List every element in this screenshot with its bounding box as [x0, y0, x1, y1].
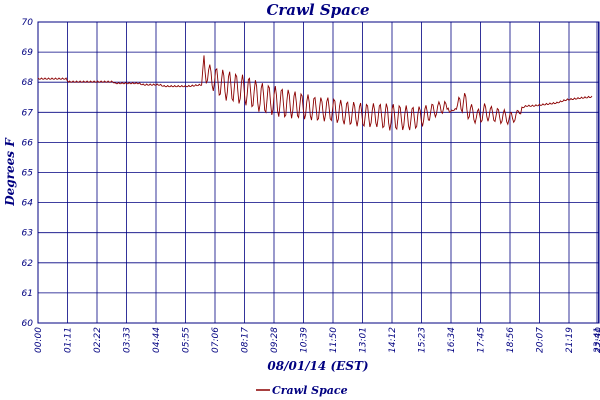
y-tick-labels: 60 61 62 63 64 65 66 67 68 69 70	[22, 18, 34, 329]
y-tick-label: 65	[22, 169, 34, 179]
x-tick-label: 13:01	[359, 327, 369, 353]
legend-label: Crawl Space	[272, 384, 348, 397]
x-tick-labels: 00:00 01:11 02:22 03:33 04:44 05:55 07:06 08:17…	[34, 327, 600, 353]
x-tick-label: 23:41	[593, 327, 600, 353]
x-tick-label: 01:11	[64, 327, 74, 353]
y-tick-label: 64	[22, 199, 34, 209]
y-tick-label: 66	[22, 138, 34, 148]
y-tick-label: 68	[22, 78, 34, 88]
plot-frame	[37, 21, 600, 324]
x-tick-label: 05:55	[182, 327, 192, 353]
x-tick-label: 00:00	[34, 327, 44, 353]
y-tick-label: 67	[22, 108, 34, 118]
x-tick-label: 04:44	[152, 327, 162, 353]
x-tick-label: 11:50	[329, 327, 339, 353]
x-tick-label: 18:56	[506, 327, 516, 353]
x-tick-label: 15:23	[418, 327, 428, 353]
y-tick-label: 69	[22, 48, 34, 58]
x-tick-label: 08:17	[241, 327, 251, 353]
y-tick-label: 63	[22, 229, 34, 239]
y-tick-label: 60	[22, 319, 34, 329]
x-tick-label: 17:45	[477, 327, 487, 353]
y-tick-label: 70	[22, 18, 34, 28]
x-tick-label: 21:19	[565, 327, 575, 353]
x-tick-label: 22:30	[595, 327, 600, 353]
x-tick-label: 14:12	[388, 327, 398, 353]
chart-title: Crawl Space	[266, 1, 369, 19]
series-line	[37, 55, 593, 131]
y-tick-label: 61	[22, 289, 33, 299]
x-tick-label: 03:33	[123, 327, 133, 353]
x-tick-label: 07:06	[211, 327, 221, 353]
legend: Crawl Space	[256, 384, 348, 397]
x-tick-label: 10:39	[300, 327, 310, 353]
series-layer	[37, 55, 593, 131]
x-axis-label: 08/01/14 (EST)	[267, 359, 368, 373]
x-tick-label: 02:22	[93, 327, 103, 353]
x-tick-label: 09:28	[270, 327, 280, 353]
y-axis-label: Degrees F	[3, 137, 17, 207]
x-tick-label: 16:34	[447, 327, 457, 353]
grid	[37, 21, 599, 324]
x-tick-label: 20:07	[536, 327, 546, 353]
y-tick-label: 62	[22, 259, 34, 269]
